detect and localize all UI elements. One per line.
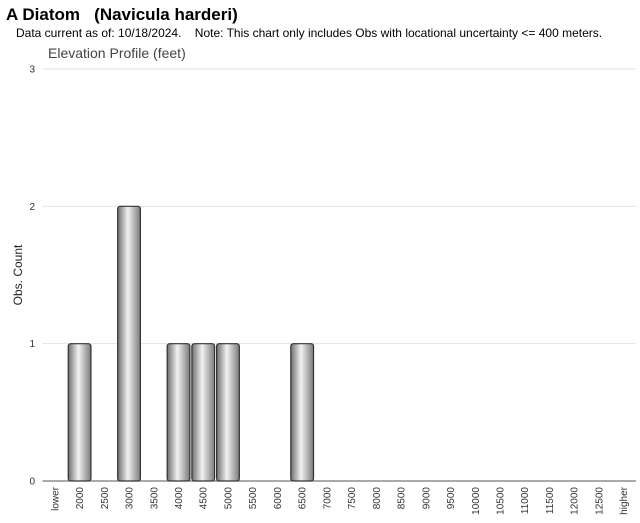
x-tick-label: 8000 xyxy=(372,487,383,510)
x-tick-label: 3000 xyxy=(125,487,136,510)
x-tick-label: 2500 xyxy=(100,487,111,510)
bar xyxy=(216,343,240,482)
x-tick-label: 3500 xyxy=(149,487,160,510)
x-tick-label: 5000 xyxy=(223,487,234,510)
chart-title: Elevation Profile (feet) xyxy=(48,45,186,61)
y-tick-label: 1 xyxy=(29,339,35,350)
y-tick-label: 3 xyxy=(29,65,35,76)
x-tick-label: 7500 xyxy=(347,487,358,510)
x-tick-label: 10500 xyxy=(495,487,506,515)
x-tick-label: 6500 xyxy=(298,487,309,510)
x-tick-label: 12000 xyxy=(570,487,581,515)
x-tick-label: 8500 xyxy=(397,487,408,510)
bar xyxy=(117,205,142,482)
page-title: A Diatom (Navicula harderi) xyxy=(6,5,238,24)
y-tick-label: 2 xyxy=(29,202,35,213)
x-tick-label: 6000 xyxy=(273,487,284,510)
y-axis-label: Obs. Count xyxy=(11,244,25,305)
x-tick-label: 10000 xyxy=(471,487,482,515)
y-tick-label: 0 xyxy=(29,477,35,488)
x-tick-label: 9000 xyxy=(421,487,432,510)
page-subtitle: Data current as of: 10/18/2024. Note: Th… xyxy=(16,26,603,40)
x-tick-label: 5500 xyxy=(248,487,259,510)
x-tick-label: 4500 xyxy=(199,487,210,510)
x-tick-label: 4000 xyxy=(174,487,185,510)
x-tick-label: lower xyxy=(50,486,61,511)
x-tick-label: 7000 xyxy=(322,487,333,510)
x-tick-label: 11500 xyxy=(545,487,556,515)
bar xyxy=(166,343,191,482)
x-tick-label: higher xyxy=(619,486,630,514)
x-tick-label: 12500 xyxy=(594,487,605,515)
x-tick-label: 2000 xyxy=(75,487,86,510)
bar xyxy=(191,343,216,482)
bar xyxy=(67,343,92,482)
bar xyxy=(290,343,315,482)
x-tick-label: 11000 xyxy=(520,487,531,515)
x-tick-label: 9500 xyxy=(446,487,457,510)
